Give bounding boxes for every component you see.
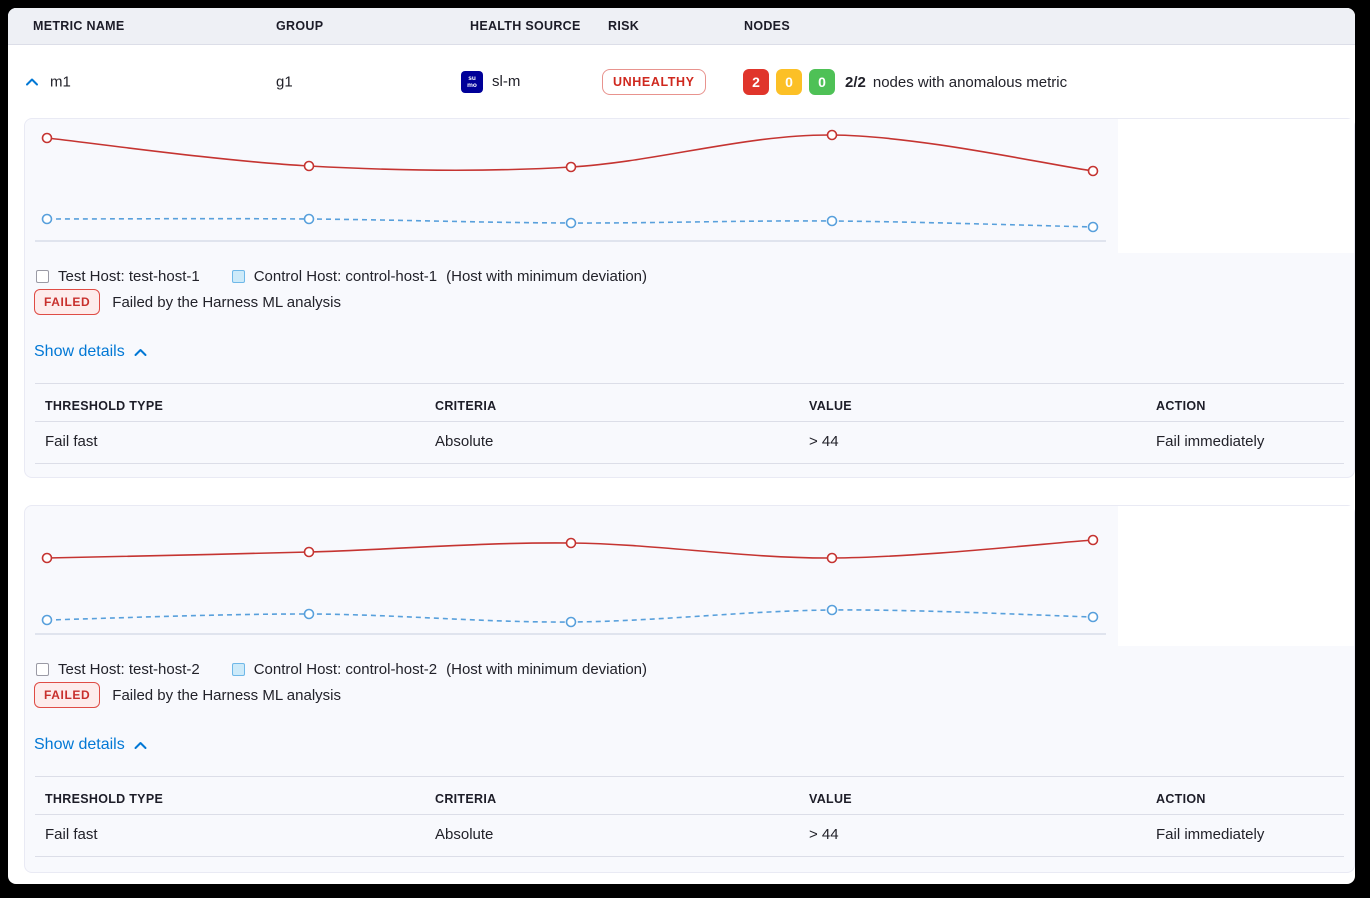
- risk-status-badge: UNHEALTHY: [602, 69, 706, 95]
- host-comparison-chart-1[interactable]: [25, 119, 1118, 253]
- column-header-group: GROUP: [276, 19, 324, 33]
- column-header-health-source: HEALTH SOURCE: [470, 19, 581, 33]
- column-header-metric-name: METRIC NAME: [33, 19, 125, 33]
- chevron-up-icon: [134, 348, 147, 356]
- collapse-chevron-icon[interactable]: [24, 74, 40, 90]
- analysis-status-row: FAILED Failed by the Harness ML analysis: [34, 289, 341, 315]
- column-header-nodes: NODES: [744, 19, 790, 33]
- anomalous-nodes-count-badge: 2: [743, 69, 769, 95]
- value-header: VALUE: [809, 792, 852, 806]
- control-host-legend-label: Control Host: control-host-1: [253, 268, 438, 285]
- control-host-legend-label: Control Host: control-host-2: [253, 661, 438, 678]
- criteria-header: CRITERIA: [435, 792, 497, 806]
- health-source-label: sl-m: [492, 72, 521, 90]
- threshold-type-header: THRESHOLD TYPE: [45, 399, 164, 413]
- metric-group-value: g1: [276, 73, 293, 91]
- health-source-cell: su mo sl-m: [461, 71, 520, 93]
- control-host-checkbox[interactable]: [231, 663, 245, 676]
- table-divider: [35, 463, 1344, 464]
- test-host-checkbox[interactable]: [36, 270, 49, 283]
- analysis-status-message: Failed by the Harness ML analysis: [112, 293, 341, 311]
- criteria-cell: Absolute: [435, 433, 494, 450]
- host-analysis-card-1: Test Host: test-host-1 Control Host: con…: [24, 118, 1355, 478]
- host-analysis-card-2: Test Host: test-host-2 Control Host: con…: [24, 505, 1355, 873]
- chart-side-panel: [1118, 119, 1354, 253]
- show-details-toggle[interactable]: Show details: [34, 736, 147, 754]
- column-header-risk: RISK: [608, 19, 640, 33]
- warning-nodes-count-badge: 0: [776, 69, 802, 95]
- table-divider: [35, 383, 1344, 384]
- table-divider: [35, 421, 1344, 422]
- threshold-type-cell: Fail fast: [45, 826, 98, 843]
- value-cell: > 44: [809, 826, 839, 843]
- action-cell: Fail immediately: [1156, 826, 1265, 843]
- threshold-type-header: THRESHOLD TYPE: [45, 792, 164, 806]
- control-host-checkbox[interactable]: [231, 270, 245, 283]
- metric-name-value: m1: [50, 73, 71, 91]
- failed-status-badge: FAILED: [34, 682, 101, 708]
- host-comparison-chart-2[interactable]: [25, 506, 1118, 646]
- value-cell: > 44: [809, 433, 839, 450]
- test-host-checkbox[interactable]: [36, 663, 49, 676]
- healthy-nodes-count-badge: 0: [809, 69, 835, 95]
- value-header: VALUE: [809, 399, 852, 413]
- minimum-deviation-note: (Host with minimum deviation): [446, 268, 648, 285]
- chart-legend: Test Host: test-host-1 Control Host: con…: [36, 268, 647, 285]
- metric-row[interactable]: m1 g1 su mo sl-m UNHEALTHY 2 0 0 2/2 nodes…: [8, 46, 1355, 118]
- action-header: ACTION: [1156, 792, 1206, 806]
- analysis-status-message: Failed by the Harness ML analysis: [112, 686, 341, 704]
- metrics-table-header: METRIC NAME GROUP HEALTH SOURCE RISK NOD…: [8, 8, 1355, 45]
- criteria-header: CRITERIA: [435, 399, 497, 413]
- threshold-type-cell: Fail fast: [45, 433, 98, 450]
- analysis-status-row: FAILED Failed by the Harness ML analysis: [34, 682, 341, 708]
- minimum-deviation-note: (Host with minimum deviation): [446, 661, 648, 678]
- table-divider: [35, 814, 1344, 815]
- sumo-logic-icon: su mo: [461, 71, 483, 93]
- test-host-legend-label: Test Host: test-host-2: [58, 661, 200, 678]
- table-divider: [35, 776, 1344, 777]
- nodes-cell: 2 0 0 2/2 nodes with anomalous metric: [743, 69, 1067, 95]
- chart-side-panel: [1118, 506, 1354, 646]
- failed-status-badge: FAILED: [34, 289, 101, 315]
- action-header: ACTION: [1156, 399, 1206, 413]
- nodes-summary-count: 2/2: [845, 73, 866, 91]
- table-divider: [35, 856, 1344, 857]
- nodes-summary-text: nodes with anomalous metric: [872, 73, 1068, 91]
- test-host-legend-label: Test Host: test-host-1: [58, 268, 200, 285]
- criteria-cell: Absolute: [435, 826, 494, 843]
- action-cell: Fail immediately: [1156, 433, 1265, 450]
- show-details-toggle[interactable]: Show details: [34, 343, 147, 361]
- chart-legend: Test Host: test-host-2 Control Host: con…: [36, 661, 647, 678]
- verification-panel: METRIC NAME GROUP HEALTH SOURCE RISK NOD…: [8, 8, 1355, 884]
- chevron-up-icon: [134, 741, 147, 749]
